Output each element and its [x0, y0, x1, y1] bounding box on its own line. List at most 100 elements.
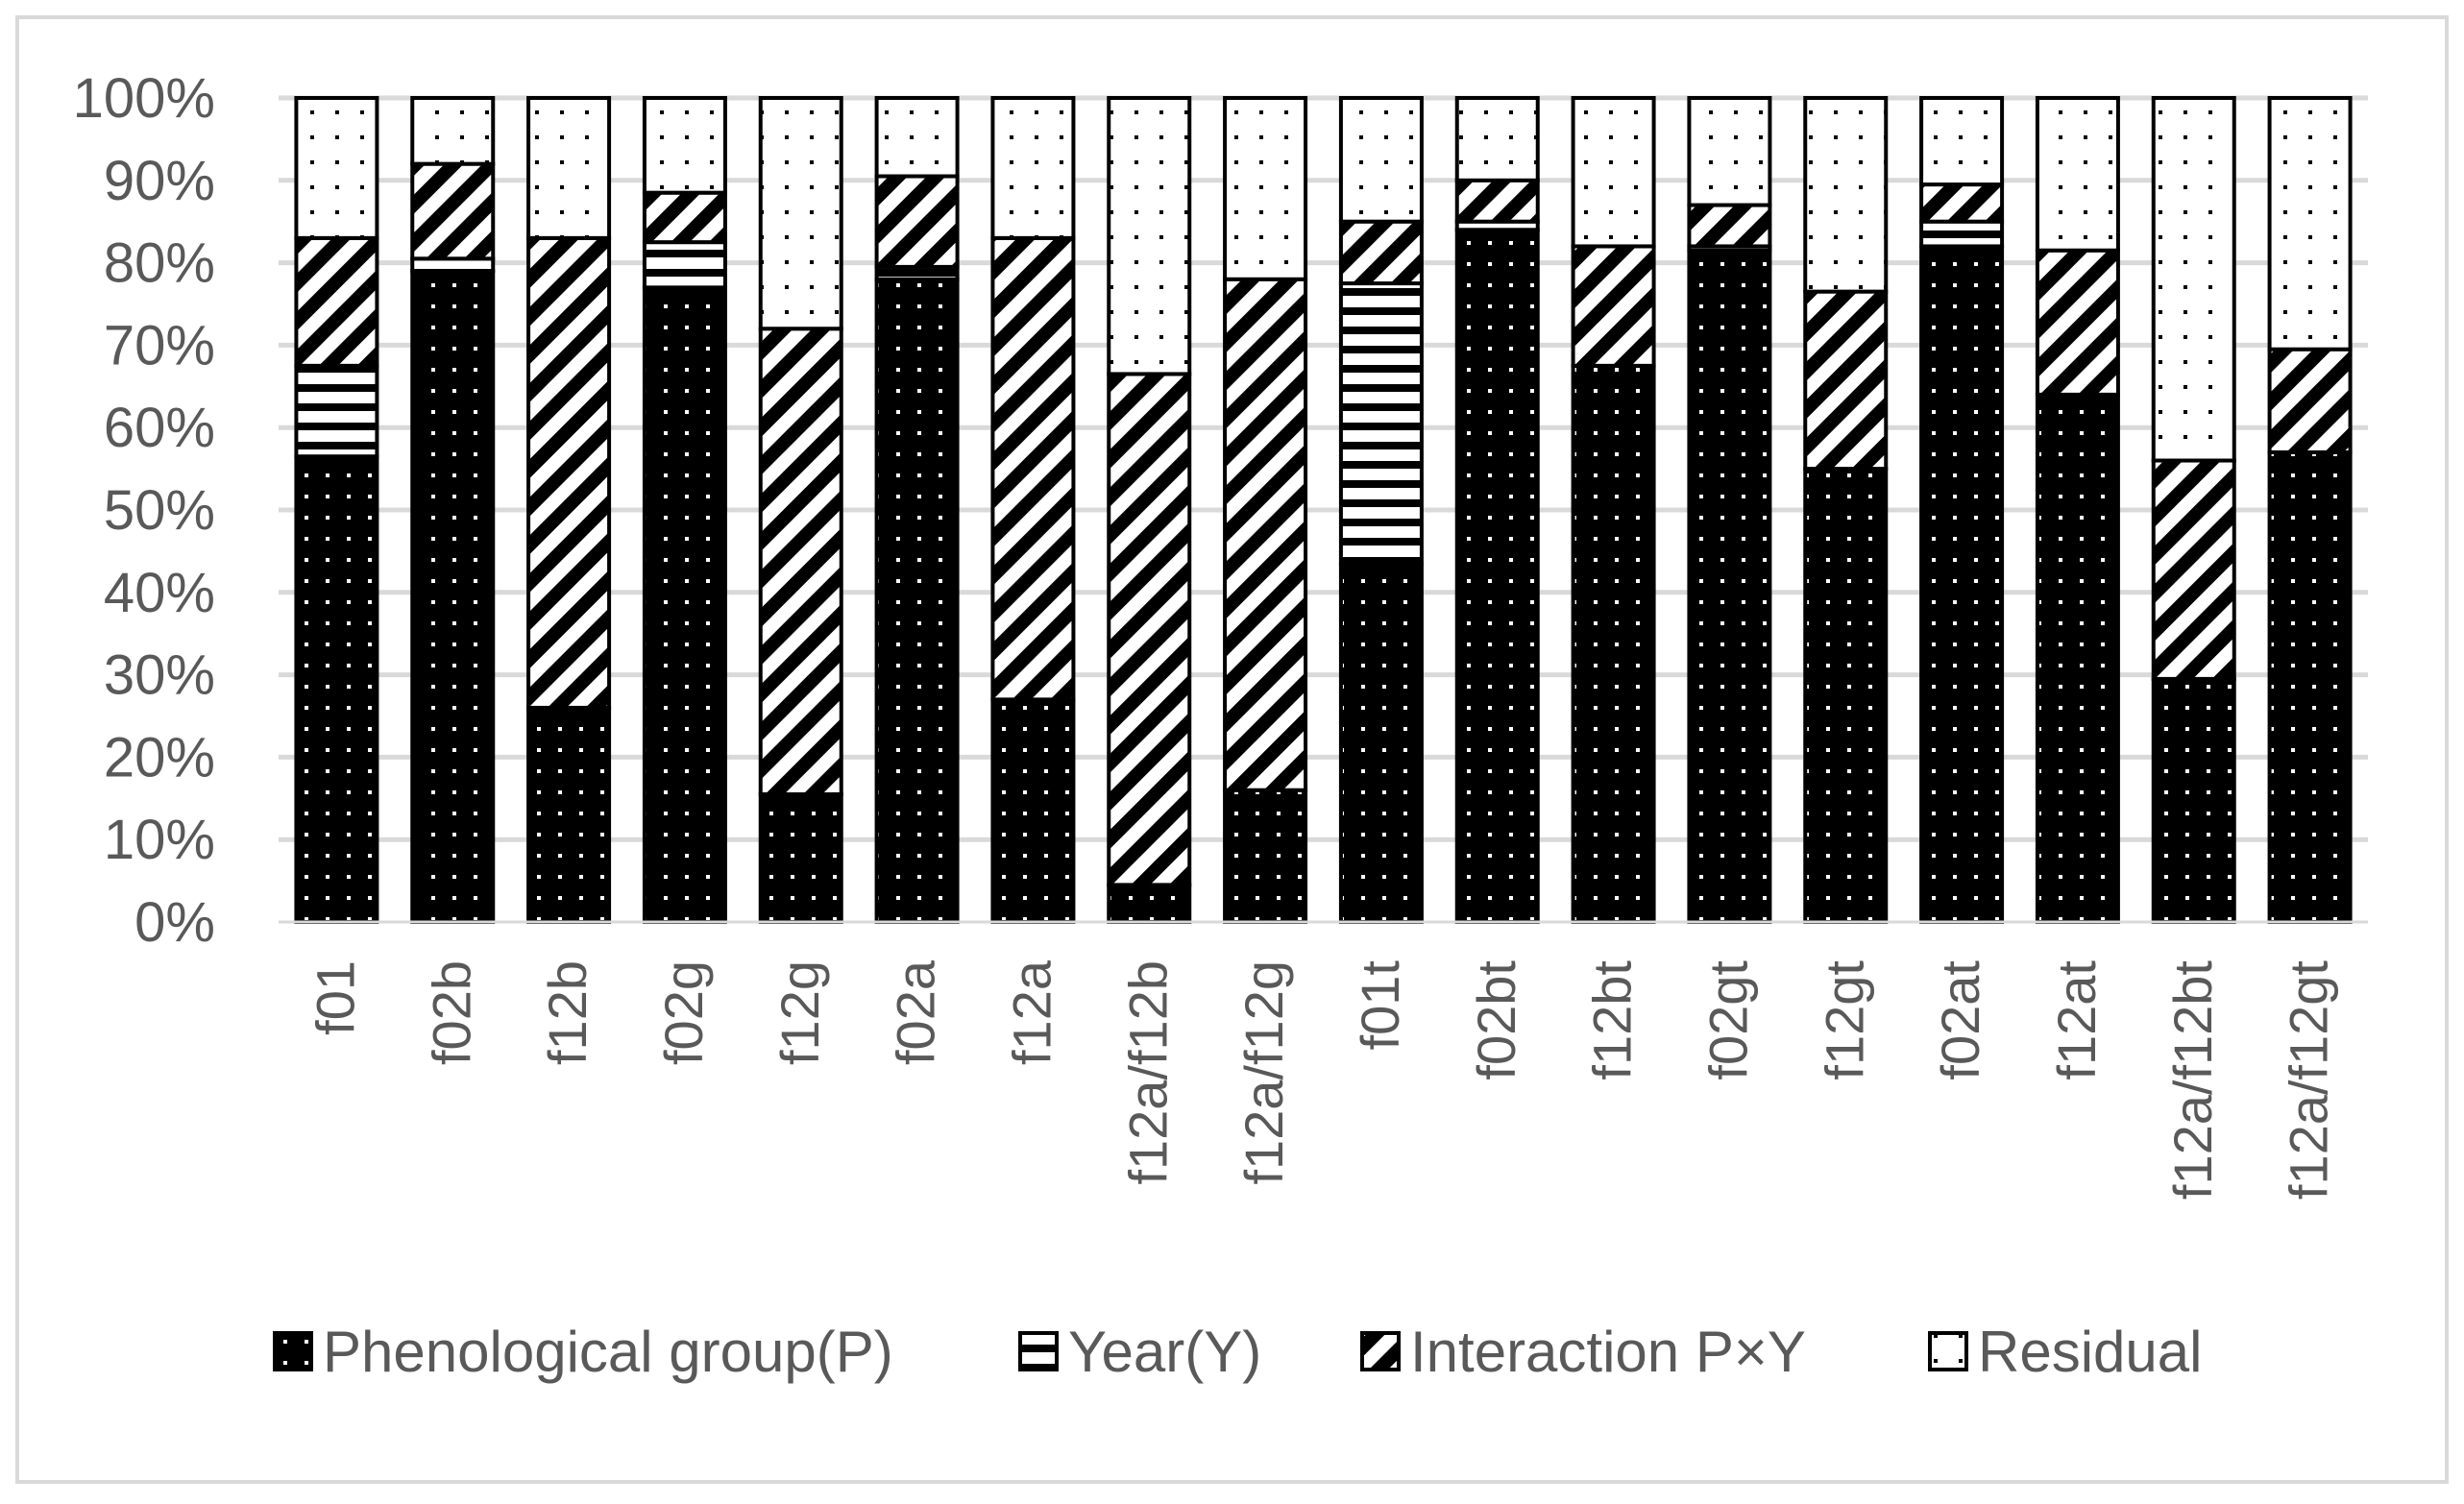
bar-segment-dots-on-black: [758, 792, 843, 925]
bar-segment-dots-on-black: [642, 285, 727, 924]
y-tick-label: 100%: [73, 67, 215, 130]
bar-segment-diagonal-stripes: [2267, 347, 2353, 454]
bar-segment-dots-on-black: [1338, 561, 1424, 925]
bar-segment-horizontal-stripes: [1338, 281, 1424, 566]
bar-segment-horizontal-stripes: [294, 363, 379, 459]
bar-segment-diagonal-stripes: [642, 190, 727, 245]
x-tick-label: f02bt: [1466, 960, 1526, 1080]
bar-stack: [758, 96, 843, 925]
y-axis: 0% 10% 20% 30% 40% 50% 60% 70% 80% 90% 100%: [73, 67, 215, 954]
bar-segment-dots-on-white: [1803, 96, 1889, 294]
bar-stack: [526, 96, 612, 924]
x-tick-label: f02b: [421, 960, 481, 1065]
x-tick-label: f02g: [653, 960, 714, 1065]
bar-segment-diagonal-stripes: [1571, 244, 1656, 368]
gridlines: [279, 95, 2368, 842]
bar-segment-diagonal-stripes: [758, 327, 843, 797]
bar-segment-horizontal-stripes: [1919, 219, 2005, 249]
bar-segment-dots-on-white: [410, 96, 496, 166]
legend: Phenological group(P) Year(Y) Interaction …: [273, 1320, 2202, 1384]
bar-stack: [1687, 96, 1772, 925]
y-tick-label: 20%: [104, 726, 215, 788]
bar-stack: [294, 96, 379, 924]
y-tick-label: 90%: [104, 150, 215, 212]
legend-item: Phenological group(P): [273, 1320, 893, 1384]
legend-swatch: [1928, 1331, 1968, 1371]
x-tick-label: f12b: [537, 960, 598, 1065]
bar-segment-dots-on-white: [1919, 96, 2005, 187]
x-tick-label: f12a/f12b: [1117, 960, 1178, 1185]
legend-label: Interaction P×Y: [1410, 1320, 1806, 1384]
bar-segment-dots-on-white: [526, 96, 612, 240]
legend-label: Phenological group(P): [323, 1320, 893, 1384]
x-tick-label: f02a: [886, 959, 946, 1065]
bar-segment-dots-on-black: [1919, 244, 2005, 924]
legend-swatch: [1360, 1331, 1401, 1371]
bar-segment-diagonal-stripes: [1338, 219, 1424, 286]
bar-segment-dots-on-white: [2151, 96, 2236, 463]
bar-segment-dots-on-black: [2151, 676, 2236, 925]
bar-segment-diagonal-stripes: [526, 235, 612, 710]
bar-segment-dots-on-black: [990, 697, 1076, 925]
bar-stack: [1803, 96, 1889, 924]
bar-segment-dots-on-white: [1571, 96, 1656, 249]
y-tick-label: 80%: [104, 232, 215, 295]
x-tick-label: f12a/f12g: [1233, 960, 1294, 1185]
bar-segment-dots-on-black: [1687, 248, 1772, 925]
y-tick-label: 40%: [104, 562, 215, 624]
bar-stack: [2151, 96, 2236, 925]
x-tick-label: f12gt: [1814, 960, 1874, 1080]
x-tick-label: f01: [305, 960, 365, 1035]
bar-stack: [1338, 96, 1424, 925]
bar-segment-dots-on-white: [874, 96, 960, 179]
bar-segment-diagonal-stripes: [410, 161, 496, 261]
y-tick-label: 30%: [104, 644, 215, 707]
x-tick-label: f12a/f12gt: [2279, 960, 2339, 1201]
x-tick-label: f12bt: [1582, 960, 1643, 1080]
bar-segment-dots-on-black: [526, 705, 612, 924]
bar-segment-dots-on-black: [294, 454, 379, 924]
legend-swatch: [273, 1331, 313, 1371]
bar-segment-diagonal-stripes: [1107, 372, 1192, 887]
bar-segment-dots-on-black: [1454, 228, 1540, 924]
bar-segment-dots-on-white: [1454, 96, 1540, 182]
bar-segment-dots-on-white: [1687, 96, 1772, 207]
legend-item: Residual: [1928, 1320, 2202, 1384]
bar-segment-dots-on-white: [758, 96, 843, 331]
y-tick-label: 70%: [104, 314, 215, 376]
bar-segment-dots-on-black: [1223, 788, 1308, 924]
x-tick-label: f01t: [1350, 960, 1410, 1051]
legend-item: Year(Y): [1018, 1320, 1261, 1384]
bar-segment-dots-on-white: [1107, 96, 1192, 376]
x-tick-label: f12at: [2046, 960, 2107, 1080]
bar-segment-dots-on-white: [2035, 96, 2120, 253]
bar-stack: [1223, 96, 1308, 924]
bar-segment-dots-on-white: [642, 96, 727, 195]
bar-segment-diagonal-stripes: [1803, 289, 1889, 472]
bar-segment-diagonal-stripes: [874, 174, 960, 269]
y-tick-label: 50%: [104, 479, 215, 542]
bar-segment-diagonal-stripes: [2035, 248, 2120, 397]
y-tick-label: 0%: [134, 891, 215, 954]
legend-item: Interaction P×Y: [1360, 1320, 1806, 1384]
bar-stack: [1571, 96, 1656, 925]
bar-segment-diagonal-stripes: [990, 235, 1076, 702]
y-tick-label: 60%: [104, 397, 215, 459]
bar-segment-dots-on-white: [990, 96, 1076, 240]
bar-stack: [990, 96, 1076, 925]
x-tick-label: f12a: [1001, 959, 1061, 1065]
bar-segment-dots-on-white: [1223, 96, 1308, 281]
legend-label: Year(Y): [1068, 1320, 1261, 1384]
bar-segment-diagonal-stripes: [1223, 277, 1308, 792]
bar-stack: [642, 96, 727, 924]
bar-segment-dots-on-black: [410, 269, 496, 924]
bar-stack: [1107, 96, 1192, 925]
bar-segment-dots-on-black: [2267, 449, 2353, 924]
bar-stack: [2035, 96, 2120, 924]
bar-segment-dots-on-white: [1338, 96, 1424, 224]
y-tick-label: 10%: [104, 809, 215, 871]
x-tick-label: f02at: [1930, 960, 1990, 1080]
bar-stack: [1454, 96, 1540, 924]
